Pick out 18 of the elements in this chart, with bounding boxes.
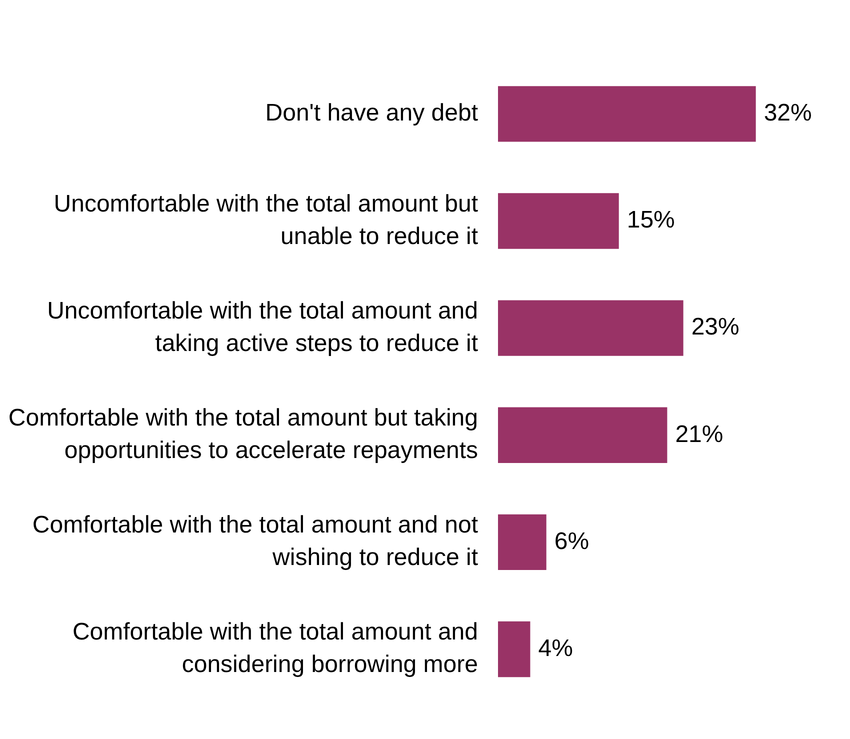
bar: [498, 300, 684, 356]
data-label: 32%: [764, 100, 812, 127]
data-label: 6%: [554, 528, 590, 555]
y-tick-label: Don't have any debt: [265, 100, 478, 127]
data-label: 21%: [675, 420, 724, 448]
bar: [498, 193, 619, 249]
bar: [498, 621, 530, 678]
y-tick-label: Comfortable with the total amount and not wishing to reduce it: [32, 512, 478, 572]
data-label: 23%: [691, 314, 740, 341]
bar: [498, 86, 756, 142]
data-label: 4%: [538, 634, 573, 662]
y-tick-label: Uncomfortable with the total amount and taking active steps to reduce it: [47, 297, 478, 357]
y-tick-label: Uncomfortable with the total amount but unable to reduce it: [54, 190, 478, 250]
y-tick-label: Comfortable with the total amount but taking opportunities to accelerate repayments: [8, 404, 478, 464]
data-label: 15%: [626, 206, 675, 234]
bar: [498, 407, 668, 463]
y-tick-label: Comfortable with the total amount and considering borrowing more: [72, 618, 478, 678]
bar: [498, 514, 546, 570]
